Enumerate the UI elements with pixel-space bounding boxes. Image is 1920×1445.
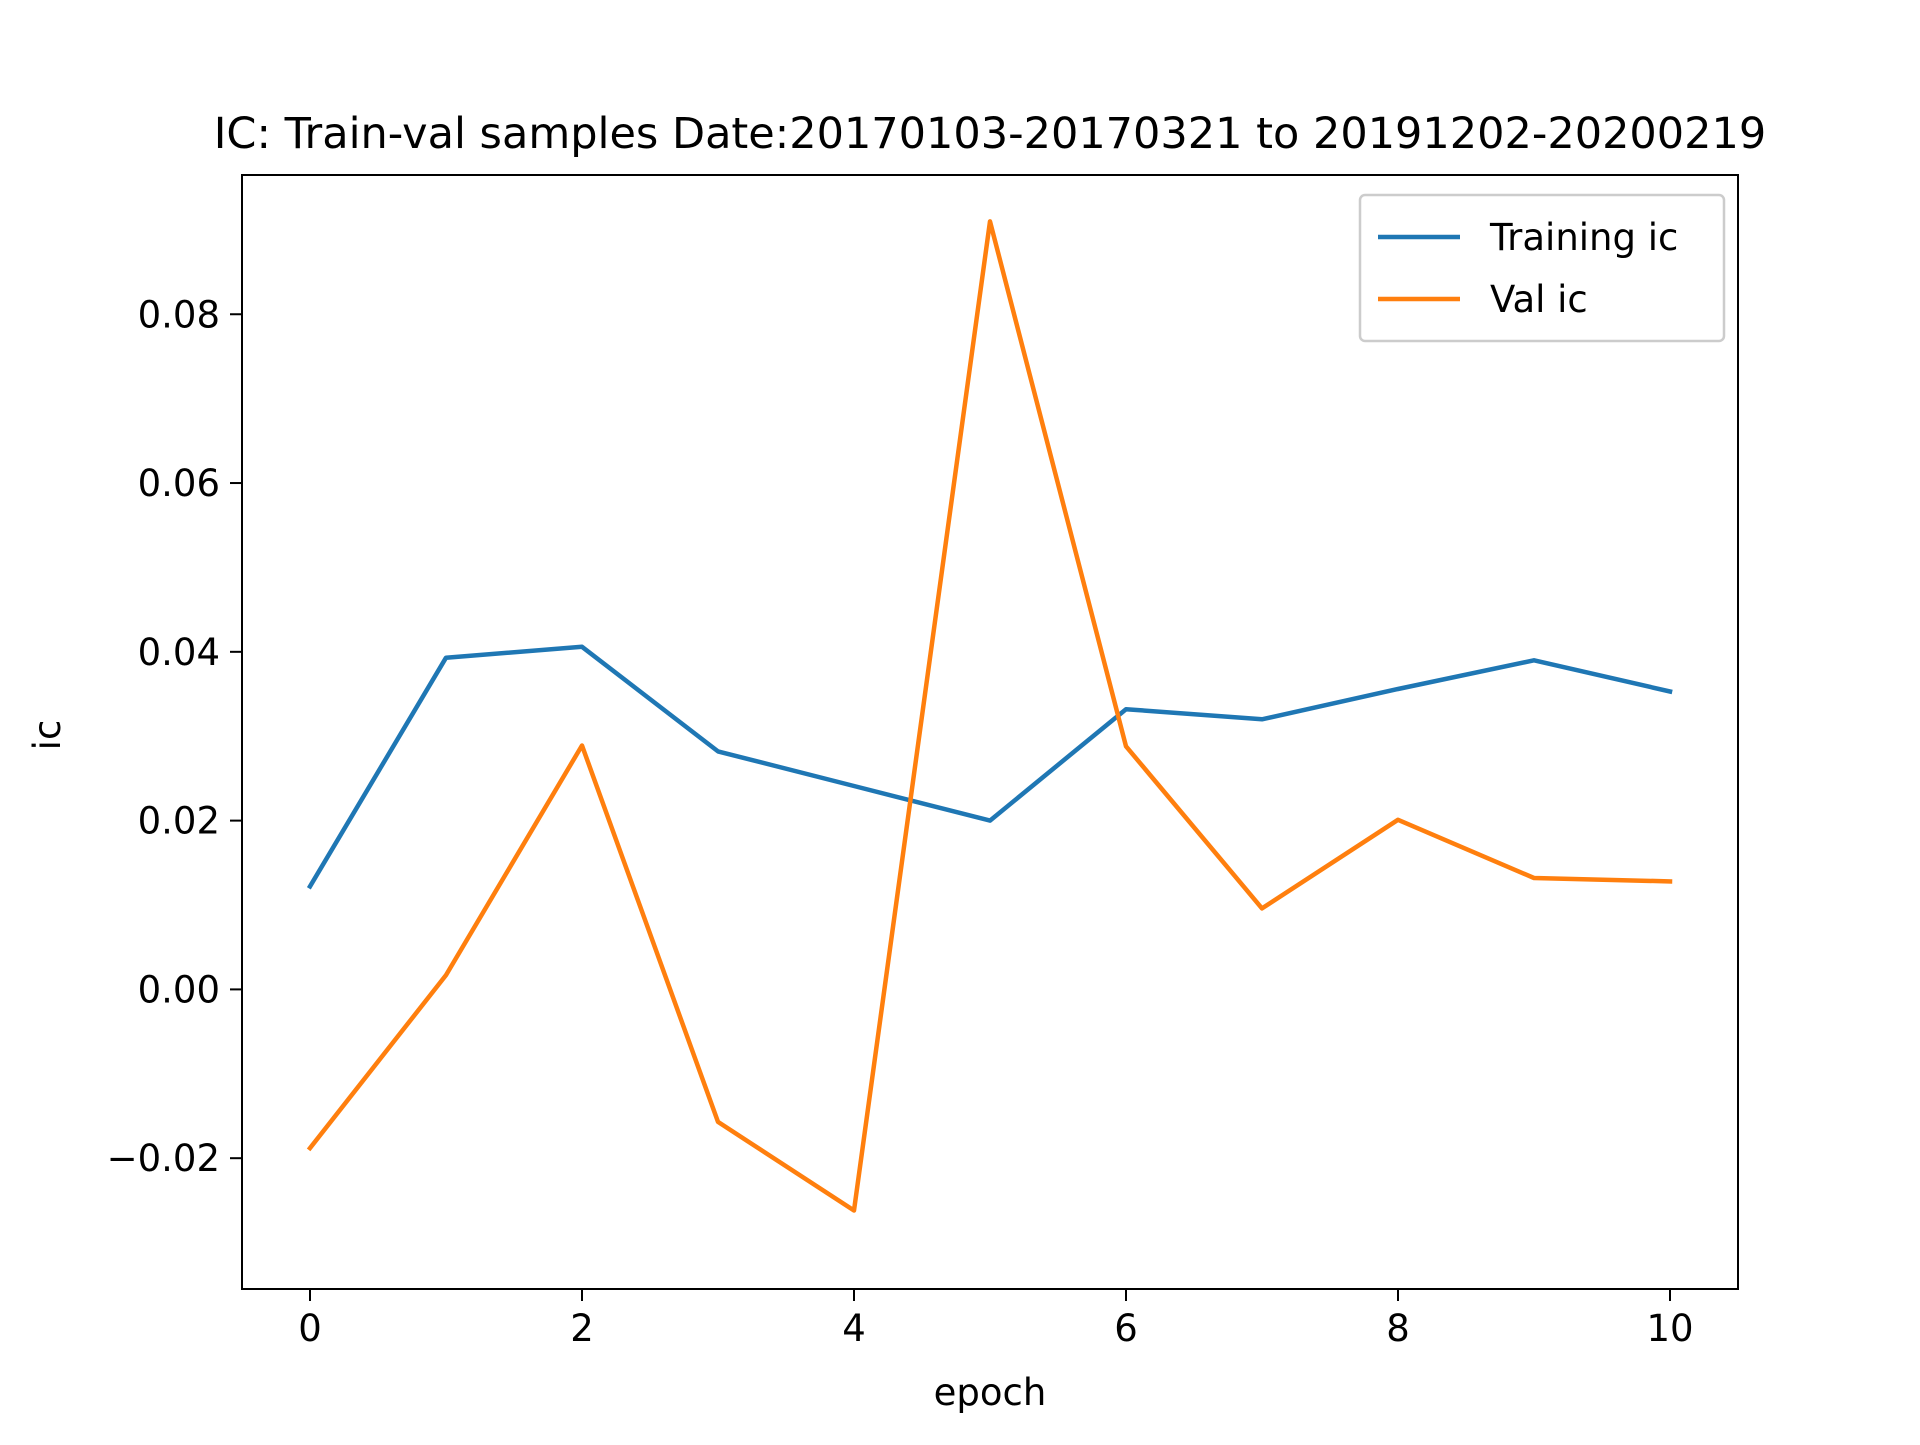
x-axis-label: epoch [934,1371,1047,1414]
x-tick-label: 6 [1114,1307,1138,1350]
y-tick-label: −0.02 [107,1137,220,1180]
y-axis: −0.02 0.00 0.02 0.04 0.06 0.08 [107,293,242,1180]
x-tick-label: 4 [842,1307,866,1350]
chart-title: IC: Train-val samples Date:20170103-2017… [214,109,1766,159]
plot-frame [241,174,1739,1290]
x-tick-label: 2 [570,1307,594,1350]
x-tick-label: 8 [1386,1307,1410,1350]
series-line-training-ic [306,644,1673,890]
legend-label: Val ic [1490,278,1588,321]
y-tick-label: 0.02 [138,800,220,843]
y-tick-label: 0.00 [138,968,220,1011]
legend-label: Training ic [1489,216,1678,259]
y-tick-label: 0.08 [138,293,220,336]
y-tick-label: 0.04 [138,631,220,674]
x-tick-label: 10 [1646,1307,1693,1350]
plot-area [241,174,1739,1290]
y-tick-label: 0.06 [138,462,220,505]
series-layer [306,219,1673,1213]
x-tick-label: 0 [298,1307,322,1350]
x-axis: 0 2 4 6 8 10 [298,1289,1694,1350]
y-axis-label: ic [26,720,69,751]
legend: Training ic Val ic [1358,193,1726,343]
legend-box [1358,193,1726,343]
series-line-val-ic [306,219,1673,1213]
